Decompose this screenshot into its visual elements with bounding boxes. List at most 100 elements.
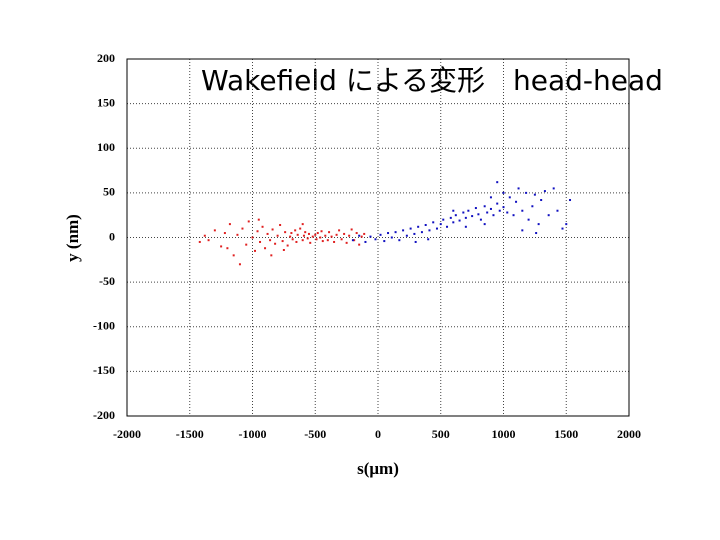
point xyxy=(307,232,310,235)
point xyxy=(338,229,341,232)
point xyxy=(402,229,405,232)
chart-title: Wakefield による変形 head-head xyxy=(201,64,663,97)
point xyxy=(220,245,223,248)
point xyxy=(369,235,372,238)
point xyxy=(301,223,304,226)
point xyxy=(515,200,518,203)
point xyxy=(417,225,420,228)
point xyxy=(270,254,273,257)
point xyxy=(274,242,277,245)
point xyxy=(340,238,343,241)
point xyxy=(414,240,417,243)
point xyxy=(291,238,294,241)
point xyxy=(464,225,467,228)
point xyxy=(241,227,244,230)
point xyxy=(290,232,293,235)
point xyxy=(311,235,314,238)
point xyxy=(353,239,356,242)
point xyxy=(363,232,366,235)
point xyxy=(326,239,329,242)
point xyxy=(198,240,201,243)
point xyxy=(506,211,509,214)
point xyxy=(543,190,546,193)
point xyxy=(306,237,309,240)
point xyxy=(259,240,262,243)
point xyxy=(330,235,333,238)
point xyxy=(266,232,269,235)
point xyxy=(314,233,317,236)
point xyxy=(525,191,528,194)
x-tick-label: -500 xyxy=(304,427,326,441)
point xyxy=(358,243,361,246)
x-axis-label: s(μm) xyxy=(357,459,399,478)
point xyxy=(537,223,540,226)
point xyxy=(477,213,480,216)
point xyxy=(452,209,455,212)
point xyxy=(424,224,427,227)
point xyxy=(360,235,363,238)
point xyxy=(556,209,559,212)
point xyxy=(333,240,336,243)
point xyxy=(358,234,361,237)
point xyxy=(355,232,358,235)
point xyxy=(232,254,235,257)
point xyxy=(269,239,272,242)
point xyxy=(245,243,248,246)
point xyxy=(228,223,231,226)
point xyxy=(321,240,324,243)
point xyxy=(394,231,397,234)
point xyxy=(535,232,538,235)
point xyxy=(301,239,304,242)
x-tick-label: 0 xyxy=(375,427,381,441)
x-tick-label: 1000 xyxy=(492,427,516,441)
point xyxy=(464,216,467,219)
point xyxy=(350,228,353,231)
point xyxy=(435,227,438,230)
point xyxy=(279,224,282,227)
point xyxy=(324,234,327,237)
point xyxy=(286,244,289,247)
x-tick-label: 500 xyxy=(432,427,450,441)
point xyxy=(517,187,520,190)
point xyxy=(374,238,377,241)
point xyxy=(257,218,260,221)
point xyxy=(521,209,524,212)
point xyxy=(486,211,489,214)
point xyxy=(483,205,486,208)
plot-frame xyxy=(126,58,630,417)
point xyxy=(439,223,442,226)
y-tick-label: 150 xyxy=(97,95,115,109)
point xyxy=(498,209,501,212)
point xyxy=(379,233,382,236)
point xyxy=(282,248,285,251)
point xyxy=(295,240,298,243)
point xyxy=(271,228,274,231)
point xyxy=(569,199,572,202)
point xyxy=(299,227,302,230)
point xyxy=(489,207,492,210)
point xyxy=(508,196,511,199)
y-tick-label: -50 xyxy=(99,274,115,288)
point xyxy=(458,219,461,222)
x-tick-label: -1500 xyxy=(176,427,204,441)
point xyxy=(296,233,299,236)
point xyxy=(405,234,408,237)
point xyxy=(467,209,470,212)
point xyxy=(398,239,401,242)
point xyxy=(236,233,239,236)
point xyxy=(351,239,354,242)
point xyxy=(309,241,312,244)
y-tick-label: 0 xyxy=(109,229,115,243)
point xyxy=(496,181,499,184)
point xyxy=(409,227,412,230)
point xyxy=(302,234,305,237)
x-tick-label: 1500 xyxy=(554,427,578,441)
point xyxy=(343,232,346,235)
point xyxy=(420,231,423,234)
point xyxy=(281,240,284,243)
point xyxy=(449,216,452,219)
point xyxy=(345,241,348,244)
y-tick-label: 50 xyxy=(103,185,115,199)
point xyxy=(387,232,390,235)
